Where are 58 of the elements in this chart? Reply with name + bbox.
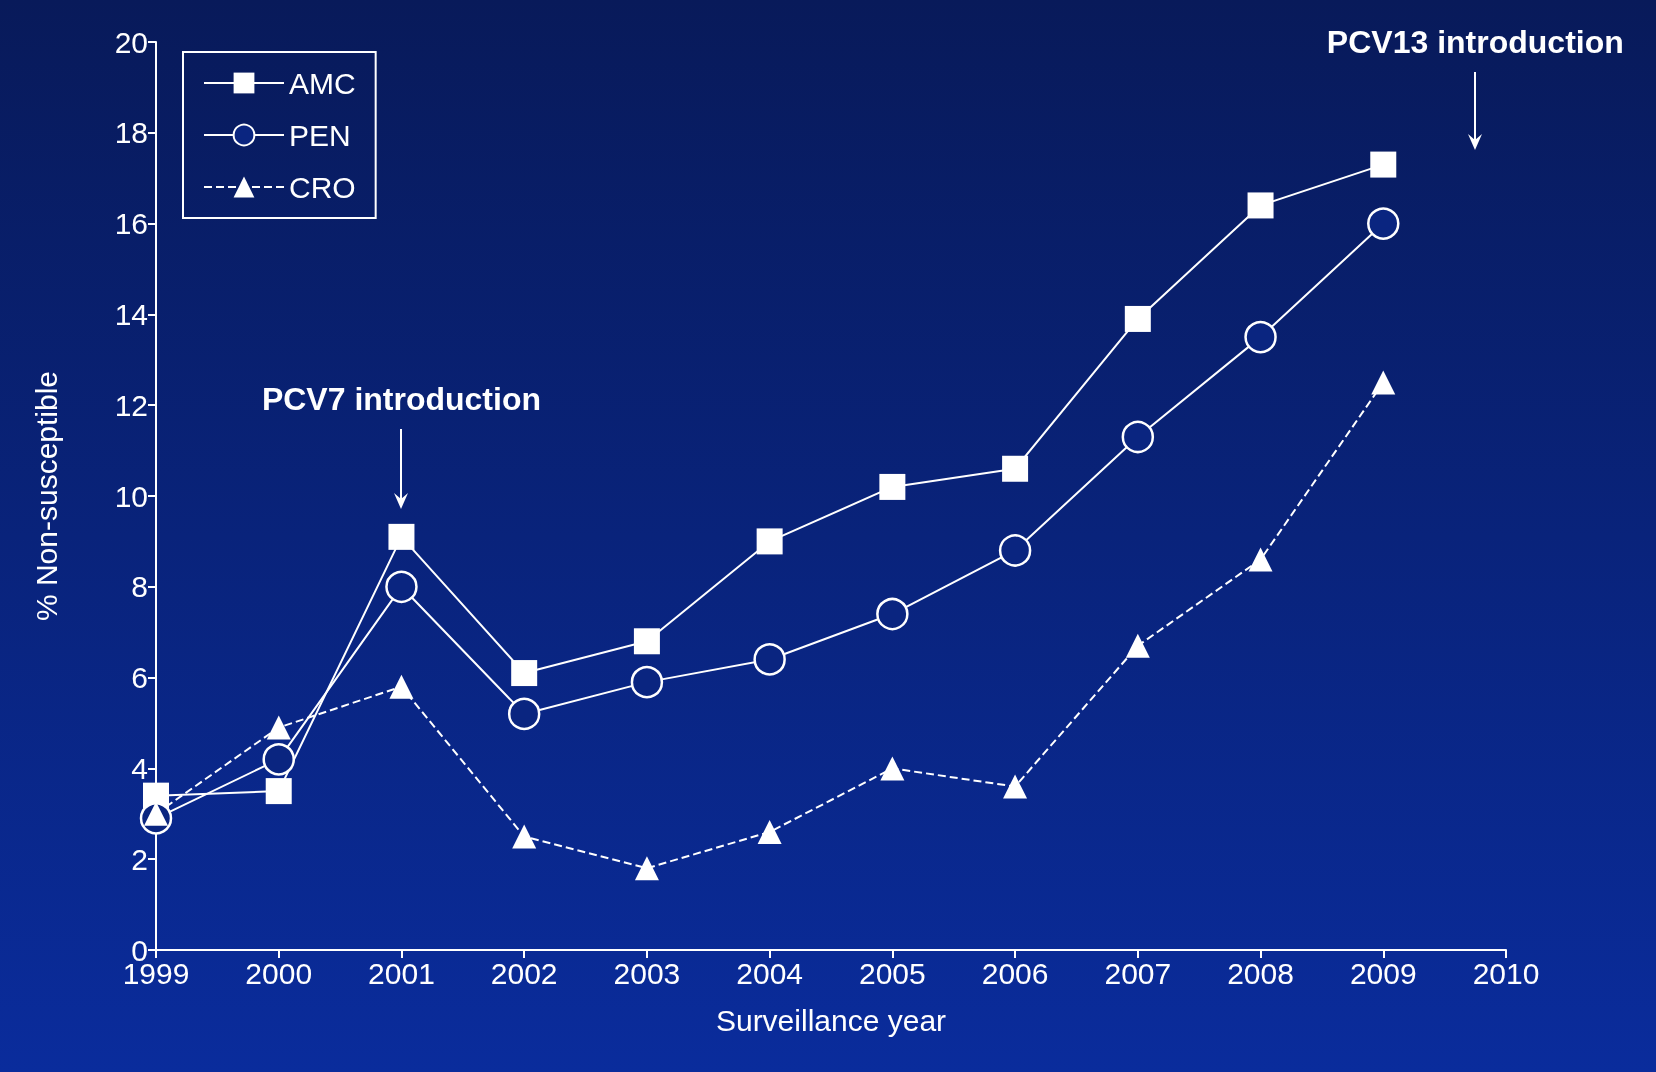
point xyxy=(879,473,906,500)
annotation: PCV13 introduction xyxy=(1326,24,1624,61)
point xyxy=(876,597,909,631)
y-tick-label: 4 xyxy=(131,751,148,785)
point xyxy=(1247,192,1274,219)
point xyxy=(1244,320,1277,354)
y-tick-label: 18 xyxy=(114,116,148,150)
x-axis-title: Surveillance year xyxy=(715,1003,947,1037)
point xyxy=(262,743,295,776)
y-tick-label: 8 xyxy=(131,570,148,604)
point xyxy=(633,628,660,655)
point xyxy=(880,756,905,781)
point xyxy=(757,819,782,844)
legend-label: AMC xyxy=(289,66,356,100)
point xyxy=(389,674,414,699)
x-tick-label: 2001 xyxy=(368,956,435,990)
x-tick-label: 2008 xyxy=(1227,956,1294,990)
point xyxy=(1125,633,1150,658)
y-axis-title: % Non-susceptible xyxy=(29,370,63,622)
annotation: PCV7 introduction xyxy=(261,380,542,418)
point xyxy=(512,824,537,849)
point xyxy=(1002,455,1029,482)
x-tick-label: 2006 xyxy=(981,956,1049,990)
y-tick-label: 16 xyxy=(114,207,148,241)
point xyxy=(385,570,418,604)
point xyxy=(1248,547,1273,572)
point xyxy=(753,643,786,676)
point xyxy=(1371,370,1396,395)
x-tick-label: 2002 xyxy=(490,956,558,990)
y-tick-label: 12 xyxy=(114,388,148,422)
x-tick-label: 2004 xyxy=(736,956,804,990)
point xyxy=(630,665,664,699)
y-tick-label: 10 xyxy=(114,479,148,513)
x-tick-label: 2005 xyxy=(858,956,926,990)
x-tick-label: 2003 xyxy=(613,956,681,990)
legend-label: PEN xyxy=(289,118,351,152)
point xyxy=(634,856,659,881)
y-tick-label: 14 xyxy=(114,297,148,331)
point xyxy=(1121,420,1155,454)
point xyxy=(265,778,292,805)
point xyxy=(1367,207,1400,240)
point xyxy=(388,523,415,550)
point xyxy=(1003,774,1028,799)
x-tick-label: 2010 xyxy=(1472,956,1540,990)
y-tick-label: 2 xyxy=(131,842,148,876)
x-tick-label: 2009 xyxy=(1349,956,1417,990)
point xyxy=(1124,305,1151,332)
point xyxy=(1370,151,1397,178)
y-tick-label: 20 xyxy=(114,25,148,59)
point xyxy=(507,697,541,731)
point xyxy=(511,660,538,687)
point xyxy=(266,715,291,740)
x-tick-label: 2007 xyxy=(1104,956,1172,990)
y-tick-label: 6 xyxy=(131,661,148,695)
legend-label: CRO xyxy=(289,170,356,204)
point xyxy=(756,528,783,555)
x-tick-label: 2000 xyxy=(245,956,313,990)
point xyxy=(998,534,1032,567)
